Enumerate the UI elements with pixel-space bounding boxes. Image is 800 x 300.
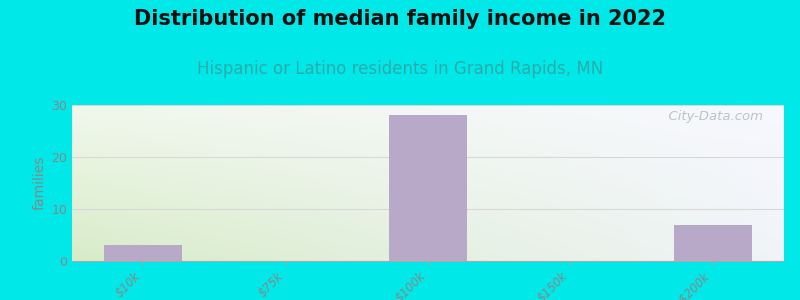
Y-axis label: families: families xyxy=(33,156,47,210)
Bar xyxy=(389,116,467,261)
Text: Distribution of median family income in 2022: Distribution of median family income in … xyxy=(134,9,666,29)
Text: City-Data.com: City-Data.com xyxy=(660,110,762,123)
Bar xyxy=(674,225,752,261)
Text: Hispanic or Latino residents in Grand Rapids, MN: Hispanic or Latino residents in Grand Ra… xyxy=(197,60,603,78)
Bar xyxy=(104,245,182,261)
